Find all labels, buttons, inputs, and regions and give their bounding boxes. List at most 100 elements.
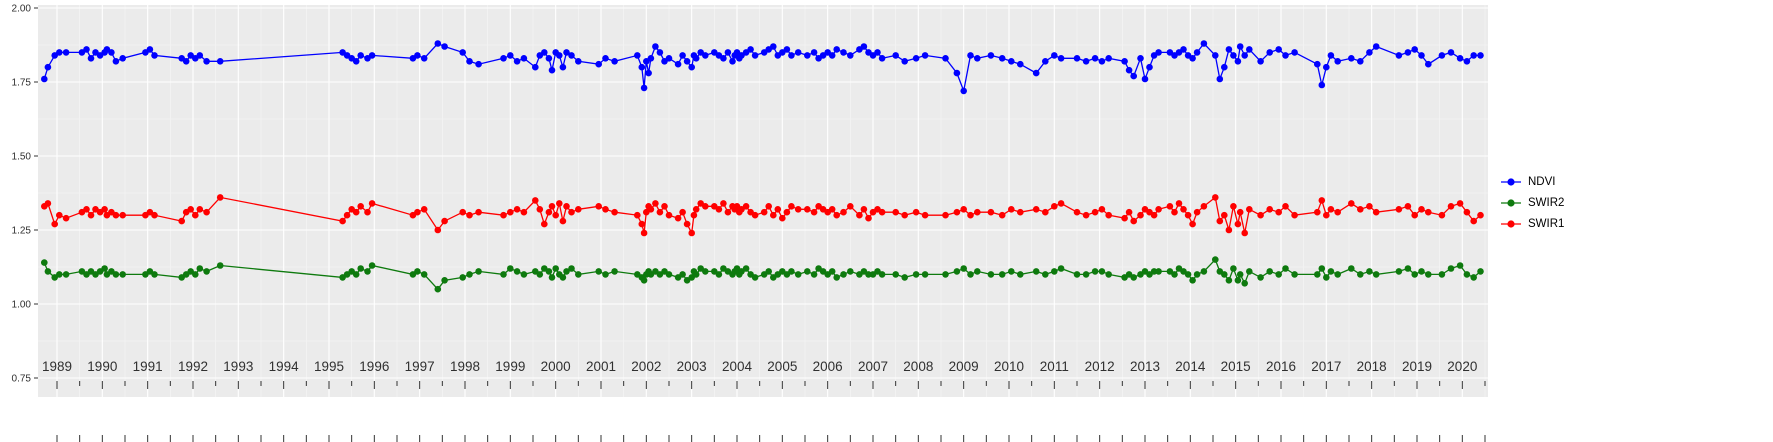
point-swir1 [83,206,90,213]
point-swir2 [611,268,618,275]
point-swir1 [724,208,732,216]
point-swir2 [1171,271,1178,278]
point-swir1 [178,217,185,225]
point-swir1 [1042,208,1049,216]
major-gridlines [38,5,1488,397]
point-swir2 [56,271,63,278]
point-ndvi [1180,46,1187,53]
point-swir2 [1327,268,1335,275]
point-swir2 [1042,271,1049,278]
point-ndvi [770,43,777,50]
x-tick-label: 2011 [1040,359,1069,374]
point-swir1 [196,206,204,213]
point-ndvi [878,55,886,62]
point-ndvi [203,58,210,65]
point-ndvi [1073,55,1081,62]
x-tick-label: 2009 [949,359,979,374]
x-tick-label: 2020 [1447,359,1477,374]
point-swir1 [942,211,949,219]
x-tick-label: 2004 [722,359,753,374]
x-tick-label: 1995 [314,359,344,374]
point-swir1 [1212,194,1219,201]
point-ndvi [1230,52,1237,59]
point-ndvi [108,49,115,56]
legend-key-point [1507,178,1515,186]
point-swir1 [466,211,473,219]
point-ndvi [1334,58,1341,65]
point-swir2 [151,271,158,278]
point-swir1 [974,208,981,216]
point-ndvi [1275,46,1282,53]
point-ndvi [840,49,847,56]
point-swir2 [1477,268,1484,275]
point-ndvi [656,49,664,56]
point-swir1 [1257,211,1264,219]
point-swir1 [751,211,759,219]
point-swir2 [62,271,70,278]
point-ndvi [960,87,967,95]
point-swir2 [998,271,1006,278]
point-swir2 [500,271,507,278]
point-swir1 [1463,208,1471,216]
x-tick-label: 2013 [1130,359,1160,374]
point-swir1 [878,208,886,216]
point-swir1 [921,211,929,219]
point-swir2 [1130,274,1137,281]
point-swir1 [1082,211,1090,219]
point-swir2 [1395,268,1403,275]
point-swir1 [119,211,126,219]
point-ndvi [434,40,442,47]
point-ndvi [942,55,949,62]
point-ndvi [559,63,567,71]
point-swir1 [683,220,691,228]
point-ndvi [1082,58,1090,65]
point-ndvi [1477,52,1484,59]
point-swir1 [765,203,772,210]
point-ndvi [182,58,190,65]
point-ndvi [998,55,1006,62]
point-swir2 [420,271,428,278]
y-tick-label: 1.75 [12,78,32,89]
point-ndvi [1105,55,1112,62]
legend-item-swir1: SWIR1 [1498,216,1564,232]
point-ndvi [441,43,448,50]
point-swir1 [1395,206,1403,213]
point-swir1 [1051,203,1058,210]
legend: NDVI SWIR2 SWIR1 [1498,174,1565,232]
point-swir1 [1404,203,1412,210]
point-ndvi [1291,49,1298,56]
point-swir1 [1456,200,1464,207]
point-swir2 [119,271,126,278]
point-ndvi [967,52,974,59]
point-swir1 [1130,217,1137,225]
point-ndvi [1121,58,1128,65]
point-swir1 [702,203,709,210]
point-ndvi [847,52,854,59]
point-swir2 [960,265,967,272]
x-tick-label: 2010 [994,359,1024,374]
point-swir2 [810,271,818,278]
point-swir2 [459,274,467,281]
point-swir2 [794,271,802,278]
point-swir1 [575,206,582,213]
point-swir1 [1411,211,1418,219]
point-ndvi [1246,46,1253,53]
point-ndvi [1008,58,1015,65]
point-swir1 [1314,208,1321,216]
point-swir1 [548,203,556,210]
point-ndvi [1266,49,1273,56]
point-ndvi [1057,55,1065,62]
point-swir2 [513,268,521,275]
point-swir1 [420,206,428,213]
point-ndvi [119,55,126,62]
legend-key-point [1507,199,1515,207]
point-swir1 [998,211,1006,219]
x-tick-label: 1999 [495,359,525,374]
point-swir1 [1184,211,1192,219]
y-tick-label: 2.00 [12,4,32,15]
point-swir2 [847,268,854,275]
point-ndvi [1212,52,1219,59]
point-swir1 [1234,220,1242,228]
point-ndvi [41,75,48,83]
